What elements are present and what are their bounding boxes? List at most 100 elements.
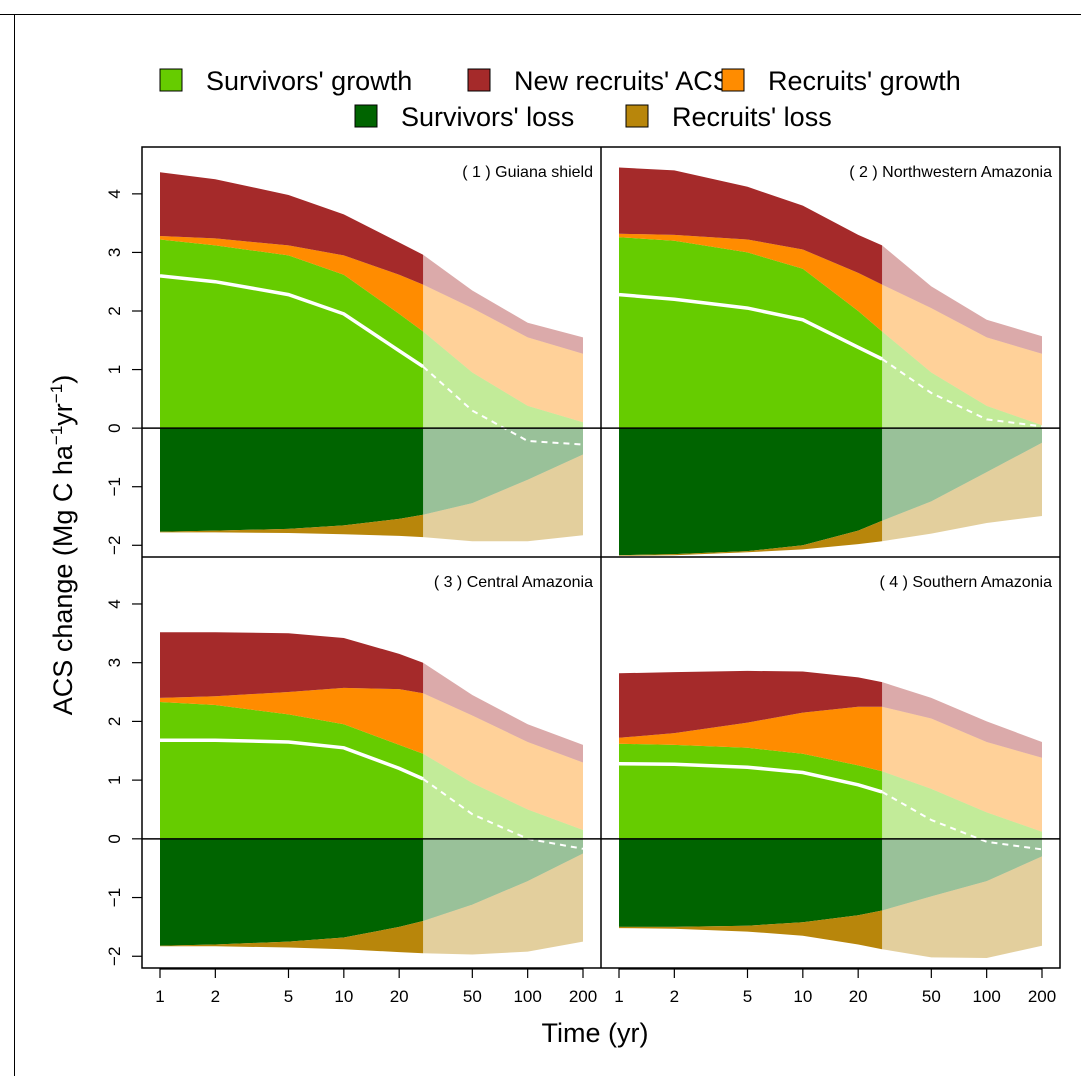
- legend-label: Recruits' growth: [768, 66, 961, 96]
- frame-top-border: [0, 14, 1081, 15]
- legend-label: Recruits' loss: [672, 102, 832, 132]
- new-recruits-acs-area-observed: [160, 172, 424, 285]
- net-change-line-observed: [618, 292, 883, 361]
- x-tick-label: 100: [513, 987, 541, 1006]
- legend-label: Survivors' loss: [401, 102, 574, 132]
- x-tick-label: 1: [155, 987, 164, 1006]
- net-change-line-observed: [160, 738, 424, 781]
- survivors-growth-area-projected: [423, 753, 583, 839]
- legend-swatch: [159, 68, 183, 92]
- survivors-growth-area-projected: [882, 771, 1042, 839]
- recruits-growth-area-projected: [882, 284, 1042, 426]
- legend-item-survivors-growth: Survivors' growth: [159, 66, 412, 96]
- x-tick-label: 100: [972, 987, 1000, 1006]
- panel-4: ( 4 ) Southern Amazonia: [601, 574, 1060, 958]
- y-axis-label-main: ACS change (Mg C ha: [48, 444, 78, 715]
- recruits-loss-area-projected: [423, 853, 583, 955]
- legend-swatch: [721, 68, 745, 92]
- legend-label: Survivors' growth: [206, 66, 412, 96]
- y-tick-label: −1: [105, 477, 124, 496]
- x-tick-label: 200: [569, 987, 597, 1006]
- y-axis-label-mid: yr: [48, 403, 78, 426]
- survivors-loss-area-projected: [882, 838, 1042, 911]
- panel-title: ( 3 ) Central Amazonia: [434, 574, 593, 591]
- recruits-growth-area-projected: [423, 693, 583, 830]
- new-recruits-acs-area-observed: [160, 632, 424, 698]
- survivors-loss-area-projected: [423, 838, 583, 921]
- x-tick-label: 2: [670, 987, 679, 1006]
- legend-item-recruits-growth: Recruits' growth: [721, 66, 961, 96]
- y-tick-label: 1: [105, 365, 124, 374]
- x-tick-label: 10: [793, 987, 812, 1006]
- net-change-line-projected: [422, 365, 584, 446]
- panel-2: ( 2 ) Northwestern Amazonia: [601, 164, 1060, 556]
- y-tick-label: 1: [105, 775, 124, 784]
- y-tick-label: −2: [105, 947, 124, 966]
- legend-swatch: [354, 104, 378, 128]
- panel-1: ( 1 ) Guiana shield: [142, 164, 601, 542]
- survivors-growth-area-observed: [619, 237, 883, 429]
- recruits-growth-area-observed: [619, 233, 883, 332]
- survivors-growth-area-projected: [882, 331, 1042, 429]
- recruits-loss-area-projected: [882, 856, 1042, 958]
- x-tick-label: 50: [922, 987, 941, 1006]
- frame-left-border: [14, 14, 15, 1076]
- y-tick-label: 2: [105, 717, 124, 726]
- recruits-growth-area-projected: [882, 706, 1042, 832]
- legend-item-survivors-loss: Survivors' loss: [354, 102, 574, 132]
- new-recruits-acs-area-projected: [423, 254, 583, 354]
- net-change-line-projected: [422, 778, 584, 850]
- y-tick-label: 4: [105, 599, 124, 608]
- y-axis-label-sup1: −1: [47, 426, 66, 445]
- recruits-growth-area-observed: [619, 706, 883, 772]
- y-tick-label: 4: [105, 189, 124, 198]
- survivors-growth-area-projected: [423, 331, 583, 429]
- x-tick-label: 20: [390, 987, 409, 1006]
- survivors-loss-area-projected: [882, 428, 1042, 521]
- survivors-loss-area-projected: [423, 428, 583, 515]
- new-recruits-acs-area-projected: [882, 245, 1042, 354]
- new-recruits-acs-area-projected: [423, 662, 583, 763]
- recruits-growth-area-observed: [160, 687, 424, 754]
- survivors-loss-area-observed: [160, 838, 424, 946]
- x-axis-label: Time (yr): [542, 1018, 649, 1048]
- recruits-growth-area-projected: [423, 284, 583, 423]
- y-axis-label-close: ): [48, 375, 78, 384]
- net-change-line-projected: [881, 358, 1043, 428]
- y-tick-label: −1: [105, 888, 124, 907]
- y-tick-label: 0: [105, 423, 124, 432]
- y-tick-label: 2: [105, 306, 124, 315]
- recruits-loss-area-observed: [160, 514, 424, 538]
- survivors-growth-area-observed: [160, 702, 424, 839]
- x-tick-label: 5: [743, 987, 752, 1006]
- x-tick-label: 1: [614, 987, 623, 1006]
- panel-title: ( 1 ) Guiana shield: [462, 164, 593, 181]
- panel-3: ( 3 ) Central Amazonia: [142, 574, 601, 955]
- net-change-line-observed: [618, 761, 883, 794]
- x-tick-label: 10: [334, 987, 353, 1006]
- x-tick-label: 5: [284, 987, 293, 1006]
- survivors-loss-area-observed: [619, 838, 883, 927]
- x-tick-label: 50: [463, 987, 482, 1006]
- recruits-loss-area-observed: [160, 921, 424, 954]
- survivors-growth-area-observed: [160, 239, 424, 429]
- recruits-loss-area-projected: [423, 454, 583, 542]
- y-axis-label-sup2: −1: [47, 384, 66, 403]
- recruits-loss-area-observed: [619, 520, 883, 556]
- x-tick-label: 2: [211, 987, 220, 1006]
- y-tick-label: 3: [105, 248, 124, 257]
- y-tick-label: 0: [105, 834, 124, 843]
- legend-label: New recruits' ACS: [514, 66, 731, 96]
- recruits-loss-area-projected: [882, 442, 1042, 542]
- legend-item-recruits-loss: Recruits' loss: [625, 102, 832, 132]
- survivors-loss-area-observed: [619, 428, 883, 556]
- new-recruits-acs-area-observed: [619, 167, 883, 285]
- survivors-loss-area-observed: [160, 428, 424, 532]
- legend: Survivors' growth New recruits' ACS Recrui…: [159, 66, 961, 132]
- net-change-line-observed: [159, 274, 425, 369]
- new-recruits-acs-area-observed: [619, 670, 883, 738]
- y-axis-label: ACS change (Mg C ha−1yr−1): [47, 375, 78, 715]
- net-change-line-projected: [881, 791, 1043, 851]
- legend-swatch: [467, 68, 491, 92]
